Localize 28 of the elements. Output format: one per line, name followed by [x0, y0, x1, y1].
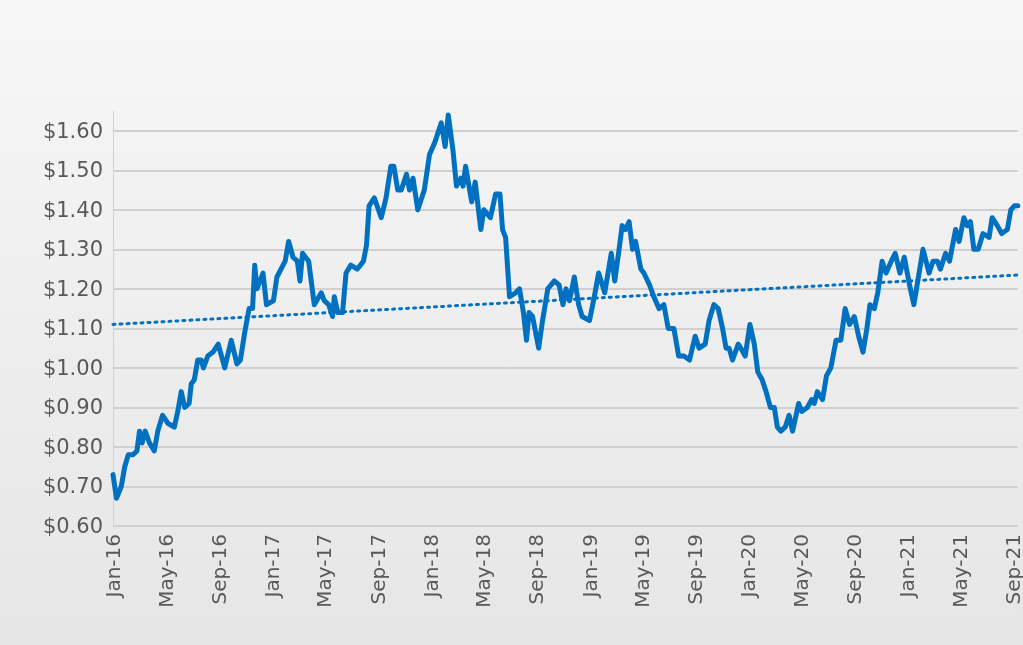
y-tick-label: $1.40	[42, 197, 103, 222]
y-tick-label: $0.80	[42, 434, 103, 459]
x-tick-label: May-16	[153, 534, 178, 608]
y-tick-label: $0.70	[42, 474, 103, 499]
x-tick-label: May-17	[312, 534, 337, 608]
x-tick-label: Jan-17	[260, 534, 285, 600]
x-tick-label: May-21	[947, 534, 972, 608]
y-tick-label: $0.60	[42, 514, 103, 538]
y-tick-label: $1.50	[42, 158, 103, 183]
y-tick-label: $1.60	[42, 118, 103, 143]
x-tick-label: Sep-16	[207, 534, 232, 605]
x-tick-label: May-18	[471, 534, 495, 608]
x-tick-label: Sep-19	[683, 534, 708, 605]
x-tick-label: Sep-17	[365, 534, 390, 605]
x-tick-label: Jan-20	[736, 534, 761, 600]
x-tick-label: Sep-20	[842, 534, 867, 605]
y-tick-label: $1.20	[42, 276, 103, 301]
x-tick-label: Sep-18	[524, 534, 549, 605]
y-tick-label: $1.30	[42, 237, 103, 262]
x-tick-label: Jan-21	[895, 534, 920, 600]
x-tick-label: May-19	[629, 534, 654, 608]
y-tick-label: $1.10	[42, 316, 103, 341]
x-tick-label: Jan-18	[418, 534, 443, 600]
x-tick-label: Jan-16	[101, 534, 125, 600]
y-tick-label: $1.00	[42, 355, 103, 380]
y-tick-label: $0.90	[42, 395, 103, 420]
x-tick-label: Jan-19	[577, 534, 602, 600]
x-tick-label: May-20	[788, 534, 813, 608]
